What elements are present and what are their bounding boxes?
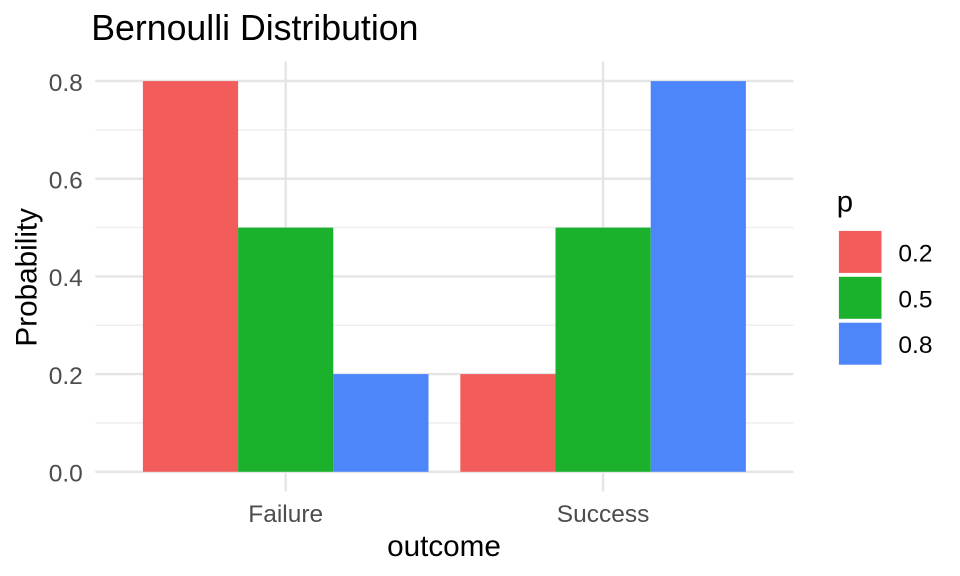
svg-text:Probability: Probability: [11, 208, 44, 347]
svg-text:0.8: 0.8: [898, 332, 932, 359]
svg-text:0.2: 0.2: [898, 240, 932, 267]
svg-text:0.4: 0.4: [49, 265, 83, 292]
svg-text:outcome: outcome: [387, 530, 501, 563]
svg-text:p: p: [837, 186, 853, 219]
svg-text:0.2: 0.2: [49, 363, 83, 390]
svg-text:0.5: 0.5: [898, 286, 932, 313]
svg-text:0.6: 0.6: [49, 168, 83, 195]
svg-text:Bernoulli Distribution: Bernoulli Distribution: [91, 8, 418, 48]
svg-text:0.0: 0.0: [49, 461, 83, 488]
svg-text:Failure: Failure: [248, 501, 323, 528]
svg-text:Success: Success: [557, 501, 650, 528]
svg-text:0.8: 0.8: [49, 70, 83, 97]
